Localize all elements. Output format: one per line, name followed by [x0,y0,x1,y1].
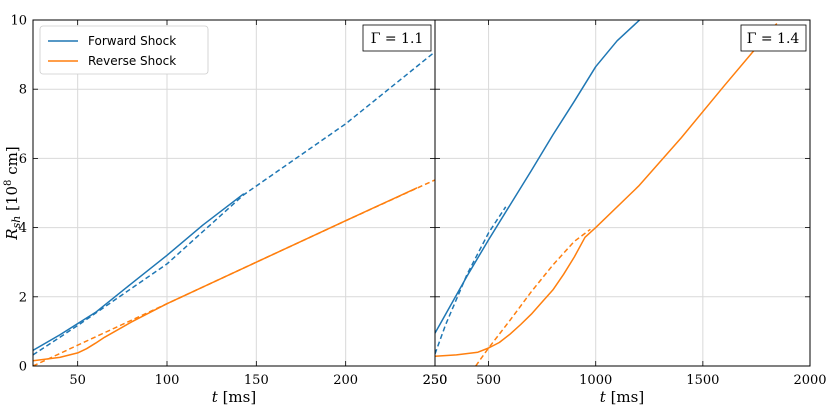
x-tick-label: 100 [155,373,180,388]
reverse-shock-line [33,187,418,362]
x-tick-labels-gamma-1-1: 50 100 150 200 250 [69,373,447,388]
legend-frame [39,25,209,75]
annotation-box-gamma-1-1: Γ = 1.1 [362,24,432,52]
y-tick-labels: 0 2 4 6 8 10 [10,14,27,375]
x-axis-label-gamma-1-4: t [ms] [600,388,644,406]
x-tick-label: 200 [333,373,358,388]
reverse-shock-fit-line [475,228,591,366]
y-tick-label: 0 [19,360,27,375]
panel-gamma-1-4: 250 500 1000 1500 2000 t [ms] Γ = 1.4 [423,19,827,406]
forward-shock-fit-line [435,206,507,355]
x-tick-label: 50 [69,373,86,388]
x-tick-label: 1500 [686,373,719,388]
y-tick-label: 10 [10,14,27,29]
x-tick-label: 250 [423,373,448,388]
grid-panel-gamma-1-1 [33,20,435,366]
forward-shock-line [435,20,641,334]
legend-label-reverse-shock: Reverse Shock [88,54,176,68]
x-tick-label: 500 [476,373,501,388]
x-axis-label-var: t [212,388,219,406]
annotation-gamma-1-4: Γ = 1.4 [747,31,800,47]
legend-label-forward-shock: Forward Shock [88,34,176,48]
y-axis-label-unit-sup: 8 [3,180,14,186]
y-tick-label: 4 [19,221,27,236]
x-tick-label: 2000 [793,373,826,388]
grid-panel-gamma-1-4 [435,20,810,366]
x-tick-labels-gamma-1-4: 250 500 1000 1500 2000 [423,373,827,388]
reverse-shock-line [435,23,778,358]
annotation-gamma-1-1: Γ = 1.1 [371,31,424,47]
series-lines-gamma-1-1 [33,51,435,366]
legend: Forward Shock Reverse Shock [39,25,209,75]
x-axis-label-var: t [600,388,607,406]
series-lines-gamma-1-4 [435,20,778,366]
forward-shock-line [33,193,245,352]
annotation-box-gamma-1-4: Γ = 1.4 [740,24,807,52]
x-tick-label: 150 [244,373,269,388]
ticks-gamma-1-4 [434,19,811,367]
forward-shock-fit-line [33,51,435,356]
x-axis-label-unit: [ms] [218,388,256,406]
x-axis-label-unit: [ms] [606,388,644,406]
y-axis-label-unit-post: cm] [3,146,21,179]
x-tick-label: 250 [423,373,448,388]
y-axis-label-sub: sh [10,216,23,229]
x-axis-label-gamma-1-1: t [ms] [212,388,256,406]
y-tick-label: 6 [19,152,27,167]
plot-frame-gamma-1-4 [434,19,811,367]
panel-gamma-1-1: 50 100 150 200 250 0 2 4 6 8 10 t [ms] Γ = 1.1 Fo… [10,14,447,407]
x-tick-label: 1000 [579,373,612,388]
reverse-shock-fit-line [33,179,435,366]
y-tick-label: 8 [19,83,27,98]
y-axis-label-main: R [3,228,21,240]
y-axis-label-unit-pre: [10 [3,186,21,216]
y-axis-label: Rsh [108 cm] [3,146,23,240]
y-tick-label: 2 [19,290,27,305]
ticks-gamma-1-1 [33,19,436,367]
